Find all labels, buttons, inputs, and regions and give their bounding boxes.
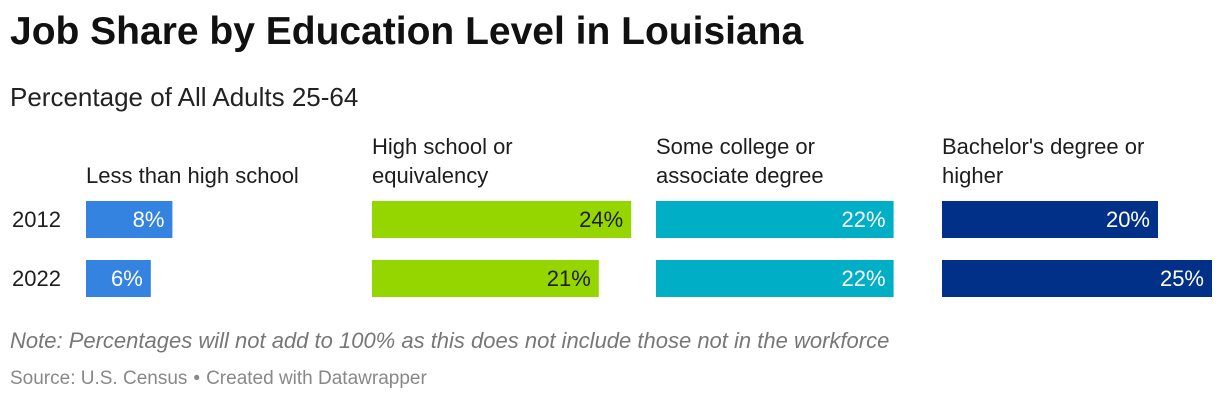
bar-3-2022: [656, 260, 894, 297]
column-header-3-line-1: Some college or: [656, 134, 815, 159]
column-header-2-line-2: equivalency: [372, 163, 488, 188]
credit-label: Created with Datawrapper: [206, 368, 427, 389]
bar-2-2012: [372, 201, 632, 238]
bar-4-2022: [942, 260, 1212, 297]
data-label-1-2022: 6%: [111, 266, 143, 291]
data-label-2-2012: 24%: [579, 207, 623, 232]
data-label-2-2022: 21%: [547, 266, 591, 291]
source-line: Source: U.S. Census • Created with Datawra…: [10, 368, 427, 390]
column-header-3-line-2: associate degree: [656, 163, 824, 188]
data-label-1-2012: 8%: [133, 207, 165, 232]
chart-subtitle: Percentage of All Adults 25-64: [10, 82, 359, 112]
data-label-4-2022: 25%: [1160, 266, 1204, 291]
chart-title: Job Share by Education Level in Louisian…: [10, 10, 804, 53]
source-separator: •: [193, 368, 201, 389]
bar-2-2022: [372, 260, 599, 297]
bar-3-2012: [656, 201, 894, 238]
data-label-3-2012: 22%: [842, 207, 886, 232]
bar-4-2012: [942, 201, 1158, 238]
column-header-4-line-2: higher: [942, 163, 1003, 188]
row-label-2012: 2012: [12, 207, 61, 232]
bar-1-2012: [86, 201, 173, 238]
chart-note: Note: Percentages will not add to 100% a…: [10, 328, 890, 353]
bar-1-2022: [86, 260, 151, 297]
data-label-4-2012: 20%: [1106, 207, 1150, 232]
data-label-3-2022: 22%: [842, 266, 886, 291]
source-label: Source: U.S. Census: [10, 368, 188, 389]
bar-chart: 2012 2022 Less than high school 8% 6% High sc…: [12, 134, 1212, 297]
column-header-2-line-1: High school or: [372, 134, 513, 159]
column-header-1-line-1: Less than high school: [86, 163, 299, 188]
row-label-2022: 2022: [12, 266, 61, 291]
column-header-4-line-1: Bachelor's degree or: [942, 134, 1144, 159]
